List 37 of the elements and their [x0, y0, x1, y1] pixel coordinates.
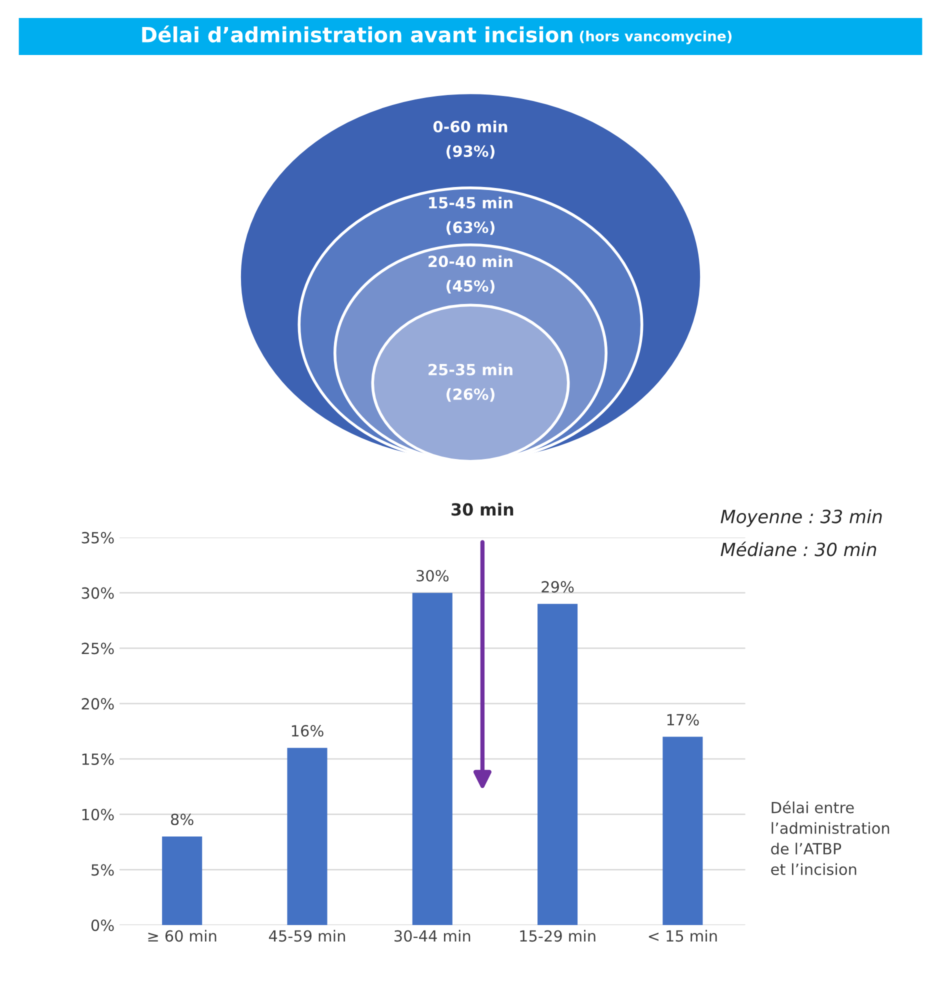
- text: (hors vancomycine): [580, 30, 732, 44]
- category-label: 15-45 min: [429, 196, 512, 209]
- data-label: (45%): [446, 280, 494, 294]
- bar: [287, 748, 328, 926]
- y-tick-label: 10%: [82, 808, 114, 820]
- bar: [662, 736, 703, 926]
- text: Délai d’administration avant incision: [142, 26, 572, 43]
- text: 30 min: [452, 502, 514, 516]
- y-tick-label: 35%: [82, 532, 114, 544]
- x-tick-label: 30-44 min: [394, 930, 470, 942]
- data-label: 8%: [171, 814, 194, 826]
- data-label: (93%): [446, 145, 494, 159]
- category-label: 0-60 min: [433, 120, 508, 132]
- x-axis-title: Délai entre l’administration de l’ATBP et l’incision: [771, 800, 890, 876]
- data-label: 16%: [292, 725, 324, 737]
- data-label: 30%: [416, 570, 449, 582]
- y-tick-label: 5%: [92, 864, 114, 876]
- annotation: Médiane : 30 min: [720, 542, 876, 556]
- x-tick-label: < 15 min: [648, 930, 717, 942]
- x-tick-label: 45-59 min: [268, 930, 345, 942]
- y-tick-label: 30%: [82, 587, 114, 599]
- x-tick-label: 15-29 min: [520, 930, 596, 942]
- y-tick-label: 15%: [82, 753, 114, 765]
- data-label: 17%: [667, 714, 699, 726]
- data-label: (63%): [446, 221, 494, 235]
- y-tick-label: 20%: [82, 698, 114, 710]
- y-tick-label: 25%: [82, 642, 114, 654]
- data-label: 29%: [542, 581, 574, 593]
- bar: [538, 604, 578, 926]
- data-label: (26%): [446, 388, 494, 402]
- bar: [162, 836, 202, 926]
- category-label: 20-40 min: [428, 255, 512, 268]
- text: Moyenne : 33 min: [720, 509, 882, 527]
- bar: [412, 592, 452, 926]
- y-tick-label: 0%: [91, 920, 114, 932]
- category-label: 25-35 min: [428, 364, 512, 376]
- x-tick-label: ≥ 60 min: [148, 930, 216, 942]
